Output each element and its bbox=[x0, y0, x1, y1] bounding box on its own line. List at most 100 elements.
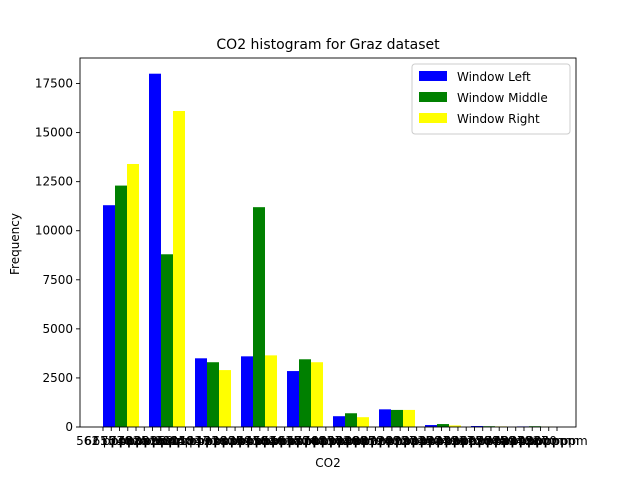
x-tick-label: 1502 ppm bbox=[246, 434, 307, 448]
x-tick-label: 2345 ppm bbox=[403, 434, 464, 448]
x-tick-label: 2390 ppm bbox=[411, 434, 472, 448]
x-tick-label: 562 ppm bbox=[76, 434, 130, 448]
x-tick-label: 703 ppm bbox=[101, 434, 155, 448]
x-tick-label: 1813 ppm bbox=[303, 434, 364, 448]
y-tick-label: 17500 bbox=[35, 77, 73, 91]
legend-label: Window Left bbox=[457, 70, 531, 84]
x-tick-label: 655 ppm bbox=[93, 434, 147, 448]
x-tick-label: 969 ppm bbox=[150, 434, 204, 448]
x-tick-label: 1147 ppm bbox=[180, 434, 241, 448]
x-tick-label: 2834 ppm bbox=[493, 434, 554, 448]
x-tick-label: 748 ppm bbox=[109, 434, 163, 448]
legend-swatch bbox=[419, 113, 447, 123]
bar-window-right-5 bbox=[311, 362, 323, 427]
bar-window-right-8 bbox=[449, 425, 461, 427]
bar-window-right-6 bbox=[357, 417, 369, 427]
bar-window-right-7 bbox=[403, 409, 415, 427]
bar-window-right-4 bbox=[265, 355, 277, 427]
y-tick-label: 7500 bbox=[42, 273, 73, 287]
y-tick-label: 10000 bbox=[35, 224, 73, 238]
x-tick-label: 2212 ppm bbox=[378, 434, 439, 448]
bar-window-middle-1 bbox=[115, 185, 127, 427]
x-tick-label: 925 ppm bbox=[142, 434, 196, 448]
x-tick-label: 2257 ppm bbox=[386, 434, 447, 448]
x-tick-label: 2124 ppm bbox=[361, 434, 422, 448]
x-tick-label: 1946 ppm bbox=[328, 434, 389, 448]
x-tick-label: 2745 ppm bbox=[477, 434, 538, 448]
x-tick-label: 2479 ppm bbox=[427, 434, 488, 448]
chart-title: CO2 histogram for Graz dataset bbox=[216, 37, 440, 53]
x-tick-label: 2523 ppm bbox=[436, 434, 497, 448]
legend: Window Left Window Middle Window Right bbox=[411, 63, 571, 135]
x-tick-label: 1635 ppm bbox=[270, 434, 331, 448]
x-tick-label: 1680 ppm bbox=[279, 434, 340, 448]
y-tick-label: 2500 bbox=[42, 371, 73, 385]
x-tick-label: 3000 ppm bbox=[526, 434, 587, 448]
bar-window-middle-2 bbox=[161, 254, 173, 427]
x-tick-label: 1413 ppm bbox=[229, 434, 290, 448]
bar-window-left-9 bbox=[471, 426, 483, 427]
x-tick-label: 2434 ppm bbox=[419, 434, 480, 448]
x-tick-label: 1014 ppm bbox=[155, 434, 216, 448]
x-tick-label: 2301 ppm bbox=[394, 434, 455, 448]
x-tick-label: 1458 ppm bbox=[237, 434, 298, 448]
x-tick-label: 2079 ppm bbox=[353, 434, 414, 448]
x-tick-label: 2035 ppm bbox=[345, 434, 406, 448]
x-tick-label: 1902 ppm bbox=[320, 434, 381, 448]
bar-window-right-3 bbox=[219, 370, 231, 427]
bar-window-left-2 bbox=[149, 73, 161, 428]
legend-swatch bbox=[419, 71, 447, 81]
x-tick-label: 2612 ppm bbox=[452, 434, 513, 448]
x-tick-label: 2567 ppm bbox=[444, 434, 505, 448]
y-axis-label: Frequency bbox=[8, 213, 22, 275]
x-tick-label: 1103 ppm bbox=[171, 434, 232, 448]
x-tick-label: 1724 ppm bbox=[287, 434, 348, 448]
x-tick-label: 611 ppm bbox=[84, 434, 138, 448]
legend-label: Window Right bbox=[457, 112, 540, 126]
legend-box bbox=[411, 63, 571, 135]
x-tick-label: 835 ppm bbox=[126, 434, 180, 448]
bar-window-right-1 bbox=[127, 163, 139, 427]
bar-window-middle-3 bbox=[207, 362, 219, 427]
bar-window-right-2 bbox=[173, 110, 185, 427]
x-tick-label: 2656 ppm bbox=[460, 434, 521, 448]
x-axis-label: CO2 bbox=[315, 456, 340, 470]
x-tick-label: 1591 ppm bbox=[262, 434, 323, 448]
x-tick-label: 2967 ppm bbox=[518, 434, 579, 448]
x-tick-label: 2700 ppm bbox=[469, 434, 530, 448]
x-tick-label: 1280 ppm bbox=[204, 434, 265, 448]
x-tick-label: 1058 ppm bbox=[163, 434, 224, 448]
bar-window-left-7 bbox=[379, 409, 391, 427]
plot-frame bbox=[79, 57, 577, 428]
x-tick-label: 1546 ppm bbox=[254, 434, 315, 448]
y-axis-ticks: 0 2500 5000 7500 10000 12500 15000 17500 bbox=[35, 77, 80, 434]
bar-window-left-4 bbox=[241, 356, 253, 427]
x-tick-label: 1191 ppm bbox=[188, 434, 249, 448]
x-tick-label: 1236 ppm bbox=[196, 434, 257, 448]
y-tick-label: 15000 bbox=[35, 126, 73, 140]
x-tick-label: 792 ppm bbox=[117, 434, 171, 448]
bar-window-left-8 bbox=[425, 425, 437, 427]
y-tick-label: 0 bbox=[65, 420, 73, 434]
legend-swatch bbox=[419, 92, 447, 102]
x-tick-label: 1768 ppm bbox=[295, 434, 356, 448]
legend-label: Window Middle bbox=[457, 91, 548, 105]
bar-window-middle-8 bbox=[437, 424, 449, 427]
bar-window-left-5 bbox=[287, 371, 299, 427]
x-tick-label: 2168 ppm bbox=[370, 434, 431, 448]
x-tick-label: 2878 ppm bbox=[502, 434, 563, 448]
bar-window-left-1 bbox=[103, 205, 115, 427]
x-tick-label: 1369 ppm bbox=[221, 434, 282, 448]
bar-window-middle-7 bbox=[391, 409, 403, 427]
bar-window-middle-4 bbox=[253, 207, 265, 427]
x-tick-label: 1325 ppm bbox=[213, 434, 274, 448]
y-tick-label: 12500 bbox=[35, 175, 73, 189]
x-tick-label: 2922 ppm bbox=[510, 434, 571, 448]
x-tick-label: 881 ppm bbox=[134, 434, 188, 448]
bar-window-left-3 bbox=[195, 358, 207, 427]
x-tick-label: 1857 ppm bbox=[312, 434, 373, 448]
bar-window-left-6 bbox=[333, 416, 345, 427]
y-tick-label: 5000 bbox=[42, 322, 73, 336]
